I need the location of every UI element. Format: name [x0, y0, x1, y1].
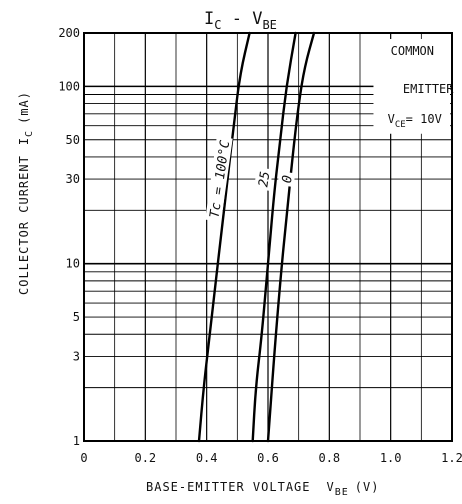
tick-labels: 0 0.2 0.4 0.6 0.8 1.0 1.2 1 3 5 10 30 50 100 200 — [58, 26, 462, 465]
chart-title: IC - VBE — [204, 9, 277, 32]
y-tick-label: 200 — [58, 26, 80, 40]
x-tick-label: 0.4 — [196, 451, 218, 465]
annotation-line-2: EMITTER — [403, 82, 454, 96]
series-label-group-1: 25 — [253, 167, 273, 191]
x-tick-label: 0.6 — [257, 451, 279, 465]
series-label-1: 25 — [256, 170, 273, 188]
x-axis-title: BASE-EMITTER VOLTAGE VBE (V) — [146, 480, 379, 498]
y-tick-label: 1 — [73, 434, 80, 448]
y-tick-label: 10 — [66, 257, 80, 271]
annotation-box: COMMON EMITTER VCE= 10V — [373, 39, 454, 134]
series-label-bg-1 — [253, 167, 273, 191]
y-tick-label: 5 — [73, 310, 80, 324]
series-label-group-2: 0 — [277, 171, 296, 188]
annotation-background — [373, 39, 450, 134]
series-label-bg-0 — [205, 136, 233, 222]
plot-frame — [83, 32, 453, 442]
series-line-0 — [197, 31, 251, 443]
y-tick-label: 30 — [66, 172, 80, 186]
y-tick-label: 3 — [73, 349, 80, 363]
series-line-2 — [266, 31, 316, 443]
x-tick-label: 0.8 — [318, 451, 340, 465]
series-label-bg-2 — [277, 171, 296, 188]
series-lines — [197, 31, 316, 443]
y-tick-label: 50 — [66, 133, 80, 147]
y-tick-label: 100 — [58, 79, 80, 93]
annotation-line-1: COMMON — [391, 44, 434, 58]
x-tick-label: 1.2 — [441, 451, 462, 465]
x-tick-label: 0.2 — [134, 451, 156, 465]
x-tick-label: 0 — [80, 451, 87, 465]
y-axis-title: COLLECTOR CURRENTIC(mA) — [17, 91, 35, 295]
series-label-2: 0 — [280, 174, 296, 184]
x-tick-label: 1.0 — [380, 451, 402, 465]
series-line-1 — [251, 31, 297, 443]
annotation-line-3: VCE= 10V — [388, 112, 442, 130]
